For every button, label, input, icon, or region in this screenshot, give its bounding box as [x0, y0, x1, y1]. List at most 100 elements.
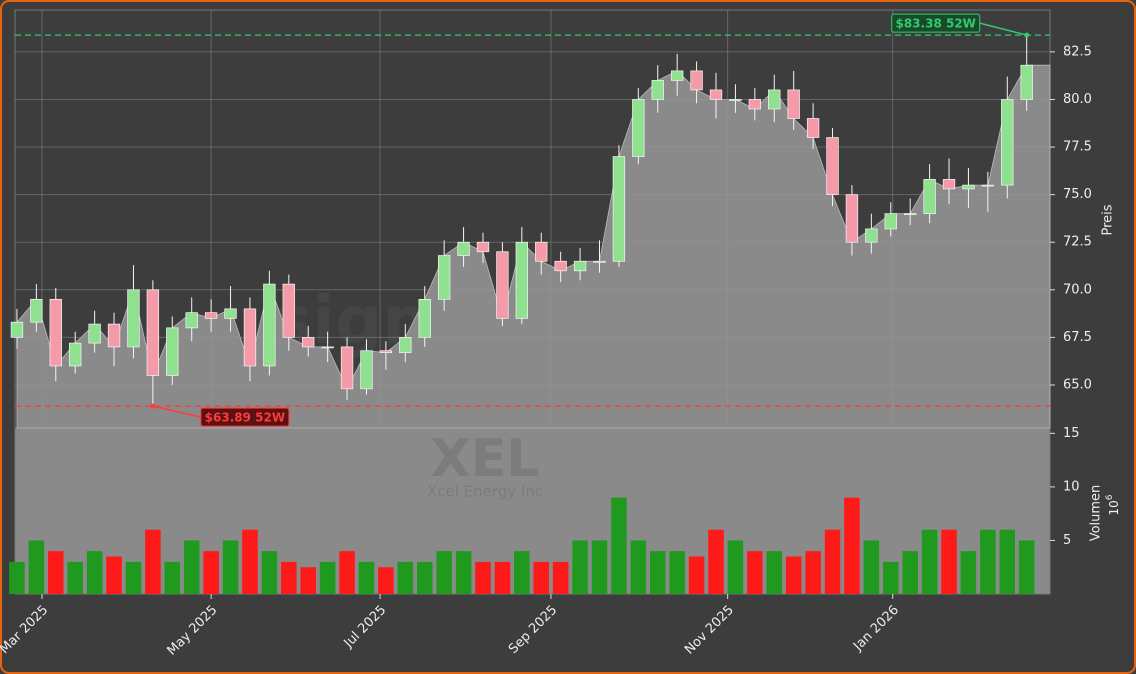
volume-bar [242, 529, 258, 594]
candle-body [709, 89, 723, 100]
volume-bar [921, 529, 938, 594]
annotation-box [200, 407, 290, 427]
candle-body [748, 99, 762, 110]
volume-bar [708, 529, 724, 594]
candle-body [243, 308, 257, 367]
volume-bar [67, 561, 83, 594]
volume-bar [514, 551, 530, 594]
candle-body [302, 337, 315, 348]
candle-body [127, 289, 140, 348]
volume-bar [86, 551, 103, 594]
volume-bar [591, 540, 608, 594]
candle-body [942, 179, 956, 190]
volume-bar [688, 556, 705, 594]
watermark-sub: Xcel Energy Inc [427, 483, 543, 501]
candle-body [437, 255, 451, 300]
volume-bar [222, 540, 239, 594]
volume-bar [106, 556, 122, 594]
volume-bar [572, 540, 588, 594]
annotation-arrow [979, 22, 1027, 36]
candle-body [981, 184, 995, 187]
volume-bar [164, 561, 181, 594]
candle-body [826, 137, 839, 195]
candle-body [1020, 64, 1033, 100]
volume-bar [960, 551, 977, 594]
candle-body [573, 260, 587, 272]
candle-body [962, 184, 975, 190]
volume-bar [125, 561, 142, 594]
volume-bar [319, 561, 336, 594]
candle-body [1001, 99, 1014, 186]
volume-bar [28, 540, 45, 594]
candle-body [69, 342, 82, 367]
candle-body [146, 289, 160, 376]
candle-body [554, 260, 567, 272]
candle-body [612, 156, 626, 262]
y-tick-label: 80.0 [1063, 92, 1092, 107]
candle-body [787, 89, 800, 119]
volume-bar [902, 551, 918, 594]
candle-body [166, 327, 179, 376]
volume-bar [281, 561, 297, 594]
volume-bar [436, 551, 452, 594]
volume-bar [358, 561, 375, 594]
candle-body [360, 350, 373, 390]
volume-bar [824, 529, 841, 594]
volume-bar [378, 567, 394, 594]
candle-body [476, 241, 490, 253]
volume-bar [552, 561, 569, 594]
candle-body [399, 337, 412, 353]
volume-bar [611, 497, 627, 594]
volume-bar [48, 551, 64, 594]
volume-bar [300, 567, 316, 594]
volume-bar [844, 497, 860, 594]
candle-body [30, 298, 43, 323]
y-tick-label: 82.5 [1063, 44, 1092, 59]
candle-body [457, 241, 470, 256]
candle-body [651, 80, 664, 100]
volume-bar [397, 561, 414, 594]
volume-bar [9, 561, 25, 594]
annotation-label: $63.89 52W [205, 411, 285, 425]
candle-body [379, 350, 393, 353]
volume-bar [203, 551, 219, 594]
volume-bar [183, 540, 200, 594]
candle-body [88, 323, 101, 344]
y-axis-label: Preis [1101, 204, 1116, 235]
volume-bar [863, 540, 880, 594]
volume-bar [649, 551, 666, 594]
volume-bar [980, 529, 996, 594]
y-tick-label: 15 [1063, 426, 1080, 441]
volume-bar [455, 551, 472, 594]
volume-bar [145, 529, 161, 594]
y-tick-label: 5 [1063, 533, 1071, 548]
y-tick-label: 70.0 [1063, 282, 1092, 297]
volume-bar [261, 551, 278, 594]
y-tick-label: 77.5 [1063, 140, 1092, 155]
candle-body [418, 298, 431, 338]
arrow-head [150, 403, 156, 409]
annotation-label: $83.38 52W [895, 17, 975, 31]
candle-body [321, 346, 334, 349]
unit-exp: 6 [1105, 494, 1115, 500]
candle-body [593, 260, 606, 263]
candle-body [768, 89, 781, 110]
candle-body [515, 241, 528, 319]
volume-bar [475, 561, 491, 594]
candle-body [806, 118, 820, 138]
volume-bar [727, 540, 744, 594]
volume-bar [805, 551, 821, 594]
volume-bar [883, 561, 899, 594]
volume-bar [339, 551, 355, 594]
volume-bar [785, 556, 802, 594]
candle-body [185, 312, 198, 329]
candle-body [263, 283, 276, 367]
candle-body [865, 228, 878, 243]
unit-base: 10 [1107, 500, 1121, 515]
candle-body [10, 321, 24, 338]
candle-body [845, 194, 859, 243]
candle-body [923, 179, 936, 215]
candle-body [496, 251, 509, 319]
arrow-head [1024, 32, 1030, 38]
